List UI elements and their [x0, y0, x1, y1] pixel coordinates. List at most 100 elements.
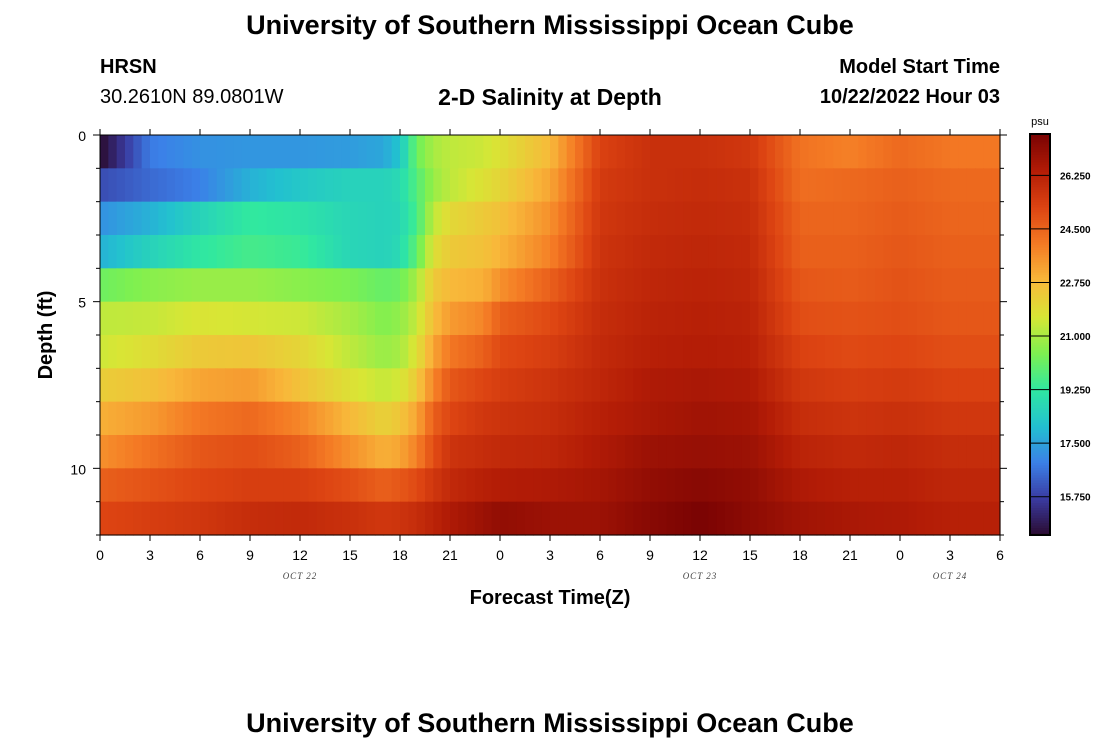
heatmap-cell [425, 301, 434, 336]
heatmap-cell [975, 468, 984, 503]
heatmap-cell [400, 468, 409, 503]
heatmap-cell [458, 201, 468, 236]
heatmap-cell [141, 301, 151, 336]
heatmap-cell [516, 468, 526, 503]
heatmap-cell [858, 435, 868, 469]
heatmap-cell [566, 335, 576, 369]
heatmap-cell [875, 435, 884, 469]
heatmap-cell [125, 135, 134, 169]
heatmap-cell [566, 201, 576, 236]
heatmap-cell [433, 401, 443, 436]
heatmap-cell [391, 468, 401, 503]
colorbar-swatch [1030, 367, 1050, 371]
heatmap-cell [558, 468, 568, 503]
heatmap-cell [658, 201, 668, 236]
heatmap-cell [483, 268, 493, 303]
heatmap-cell [408, 268, 418, 303]
heatmap-cell [758, 168, 768, 203]
heatmap-cell [258, 468, 268, 503]
heatmap-cell [358, 435, 368, 469]
colorbar-swatch [1030, 166, 1050, 170]
heatmap-cell [516, 501, 526, 536]
heatmap-cell [916, 335, 926, 369]
heatmap-cell [491, 335, 501, 369]
heatmap-cell [925, 501, 934, 536]
heatmap-cell [933, 235, 943, 269]
heatmap-cell [850, 368, 859, 403]
heatmap-cell [633, 435, 643, 469]
heatmap-cell [408, 501, 418, 536]
heatmap-cell [308, 401, 318, 436]
colorbar-swatch [1030, 164, 1050, 168]
heatmap-cell [691, 201, 701, 236]
heatmap-cell [166, 335, 176, 369]
heatmap-cell [250, 168, 259, 203]
heatmap-cell [733, 135, 743, 169]
heatmap-cell [208, 401, 218, 436]
heatmap-cell [758, 268, 768, 303]
heatmap-cell [633, 401, 643, 436]
heatmap-cell [241, 401, 251, 436]
heatmap-cell [166, 468, 176, 503]
heatmap-cell [983, 401, 993, 436]
heatmap-cell [650, 368, 659, 403]
heatmap-cell [150, 135, 159, 169]
heatmap-cell [300, 201, 309, 236]
heatmap-cell [341, 135, 351, 169]
heatmap-cell [791, 201, 801, 236]
heatmap-cell [466, 335, 476, 369]
heatmap-cell [866, 268, 876, 303]
colorbar-swatch [1030, 389, 1050, 393]
heatmap-cell [150, 335, 159, 369]
heatmap-cell [766, 301, 776, 336]
heatmap-cell [775, 368, 784, 403]
heatmap-cell [200, 135, 209, 169]
heatmap-cell [650, 235, 659, 269]
x-tick-label: 3 [946, 547, 954, 563]
heatmap-cell [800, 168, 809, 203]
heatmap-cell [308, 168, 318, 203]
heatmap-cell [241, 168, 251, 203]
heatmap-cell [183, 301, 193, 336]
heatmap-cell [108, 335, 118, 369]
heatmap-cell [200, 435, 209, 469]
heatmap-cell [775, 435, 784, 469]
heatmap-cell [750, 168, 759, 203]
heatmap-cell [341, 301, 351, 336]
heatmap-cell [391, 401, 401, 436]
heatmap-cell [308, 201, 318, 236]
colorbar-swatch [1030, 442, 1050, 446]
heatmap-cell [266, 235, 276, 269]
heatmap-cell [183, 401, 193, 436]
heatmap-cell [933, 435, 943, 469]
heatmap-cell [533, 168, 543, 203]
heatmap-cell [600, 168, 609, 203]
heatmap-cell [700, 501, 709, 536]
heatmap-cell [633, 201, 643, 236]
heatmap-cell [400, 368, 409, 403]
heatmap-cell [425, 135, 434, 169]
x-axis-title: Forecast Time(Z) [470, 587, 631, 609]
heatmap-cell [233, 435, 243, 469]
heatmap-cell [516, 435, 526, 469]
heatmap-cell [725, 301, 734, 336]
heatmap-cell [108, 435, 118, 469]
colorbar-swatch [1030, 139, 1050, 143]
heatmap-cell [775, 268, 784, 303]
heatmap-cell [566, 135, 576, 169]
heatmap-cell [333, 301, 343, 336]
heatmap-cell [983, 168, 993, 203]
heatmap-cell [683, 268, 693, 303]
heatmap-cell [941, 168, 951, 203]
heatmap-cell [966, 435, 976, 469]
heatmap-cell [333, 201, 343, 236]
colorbar-swatch [1030, 169, 1050, 173]
heatmap-cell [341, 401, 351, 436]
heatmap-cell [258, 268, 268, 303]
colorbar-swatch [1030, 209, 1050, 213]
heatmap-cell [625, 335, 634, 369]
heatmap-cell [783, 268, 793, 303]
heatmap-cell [783, 368, 793, 403]
heatmap-cell [933, 335, 943, 369]
heatmap-cell [908, 335, 918, 369]
